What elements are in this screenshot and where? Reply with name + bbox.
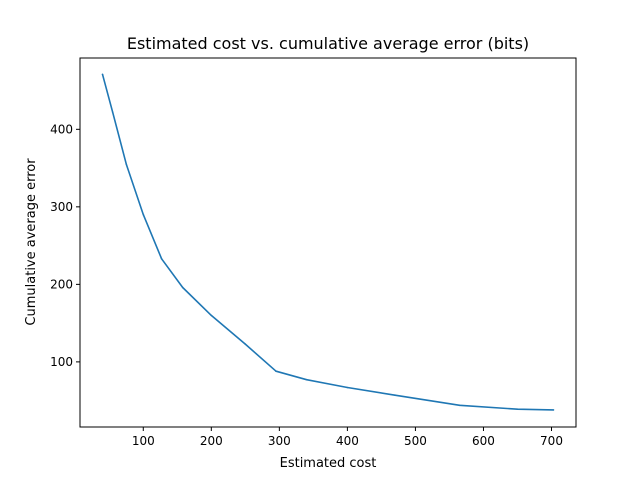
y-tick-label: 200 (50, 277, 73, 291)
y-tick-label: 100 (50, 355, 73, 369)
plot-frame (79, 57, 577, 428)
data-point (244, 343, 247, 345)
data-point (210, 314, 213, 317)
data-point (101, 73, 104, 76)
data-point (394, 394, 396, 397)
x-tick-label: 700 (540, 434, 563, 448)
data-point (160, 258, 163, 260)
data-point (458, 404, 461, 407)
x-tick-label: 300 (268, 434, 291, 448)
data-point (516, 408, 519, 411)
data-point (346, 386, 349, 389)
y-axis: 100 200 300 400 (50, 122, 80, 369)
data-point (552, 409, 555, 411)
data-point (125, 163, 128, 165)
plot-area (101, 73, 555, 411)
data-point (181, 286, 184, 289)
data-point (111, 111, 114, 114)
x-tick-label: 400 (336, 434, 359, 448)
x-tick-label: 200 (200, 434, 223, 448)
chart-title: Estimated cost vs. cumulative average er… (127, 34, 529, 53)
x-tick-label: 100 (132, 434, 155, 448)
y-axis-label: Cumulative average error (24, 158, 39, 326)
x-axis: 100 200 300 400 500 600 700 (132, 427, 563, 448)
data-point (142, 213, 145, 216)
y-tick-label: 400 (50, 122, 73, 136)
y-tick-label: 300 (50, 200, 73, 214)
data-point (275, 370, 277, 373)
x-tick-label: 500 (404, 434, 427, 448)
x-axis-label: Estimated cost (280, 456, 377, 471)
data-point (305, 378, 308, 381)
x-tick-label: 600 (472, 434, 495, 448)
